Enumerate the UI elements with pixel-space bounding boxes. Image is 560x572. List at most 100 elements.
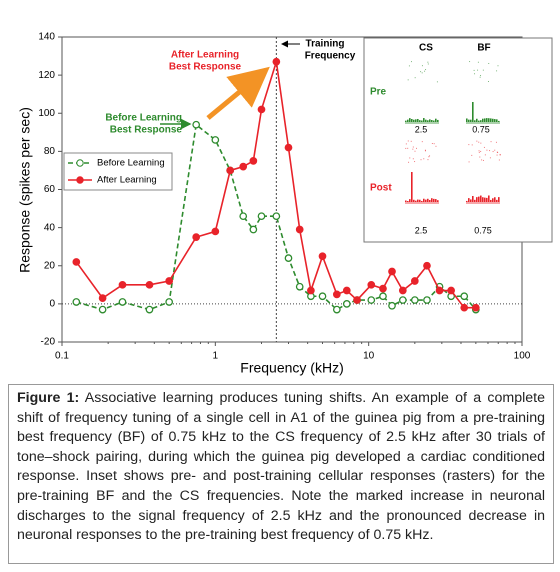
y-tick-label: 120 [38,70,55,81]
raster-bar [498,120,500,122]
data-point [332,305,341,314]
data-point [249,225,258,234]
raster-dot [412,158,414,160]
raster-bar [486,197,488,202]
raster-bar [488,195,490,202]
data-point [410,277,419,285]
raster-bar [472,196,474,202]
data-point [284,143,293,152]
data-point [353,296,361,304]
raster-dot [420,159,422,161]
inset-frame [363,37,553,243]
raster-bar [468,198,470,202]
raster-dot [474,73,476,75]
raster-dot [435,145,437,147]
raster-dot [482,159,484,161]
y-tick-label: 40 [44,222,56,233]
data-point [410,296,419,304]
y-tick-label: 80 [44,146,56,157]
annotation: Before Learning [105,113,182,124]
raster-dot [405,143,407,145]
raster-bar [478,120,480,122]
raster-bar [492,198,494,202]
data-point [295,225,304,234]
data-point [447,286,455,295]
raster-dot [471,154,473,156]
data-point [165,298,174,306]
raster-bar [417,199,419,202]
annotation: Training [306,39,345,50]
raster-dot [488,62,490,64]
inset-label: 2.5 [415,124,428,134]
data-point [211,136,220,144]
inset-label: 0.75 [472,124,490,134]
raster-bar [429,199,431,202]
raster-dot [486,149,488,151]
raster-dot [414,161,416,163]
raster-bar [415,119,417,122]
raster-dot [424,70,426,72]
raster-dot [489,150,491,152]
raster-dot [420,71,422,73]
y-axis-label: Response (spikes per sec) [17,107,33,273]
raster-dot [427,159,429,161]
raster-bar [405,120,407,122]
raster-dot [478,151,480,153]
data-point [318,252,327,261]
raster-bar [498,197,500,202]
raster-bar [415,200,417,202]
raster-dot [433,143,435,145]
data-point [460,303,469,312]
raster-bar [429,119,431,122]
raster-dot [482,69,484,71]
raster-dot [409,157,411,159]
series-line [76,123,477,311]
raster-dot [405,147,407,149]
inset-row: Post [370,183,392,194]
data-point [388,301,396,310]
raster-dot [480,150,482,152]
legend-label: After Learning [97,175,157,186]
data-point [307,286,315,295]
data-point [249,157,258,165]
raster-dot [414,150,416,152]
raster-dot [481,159,483,161]
inset-column: BF [477,43,490,54]
inset-column: CS [419,43,433,54]
raster-bar [423,198,425,202]
data-point [145,305,154,314]
annotation-arrow [206,66,270,120]
data-point [332,290,341,299]
data-point [118,298,127,306]
raster-dot [489,157,491,159]
raster-bar [419,199,421,202]
raster-dot [421,65,423,67]
data-point [342,300,351,308]
data-point [435,286,444,295]
data-point [379,292,387,301]
raster-bar [482,118,484,122]
data-point [257,212,266,221]
raster-dot [425,69,427,71]
raster-bar [474,199,476,202]
raster-dot [490,141,492,143]
data-point [284,254,293,262]
data-point [145,280,154,289]
y-tick-label: 100 [38,108,55,119]
annotation: After Learning [171,50,239,61]
raster-bar [480,195,482,202]
legend-label: Before Learning [97,158,165,169]
raster-bar [427,198,429,202]
y-tick-label: -20 [41,337,56,348]
raster-bar [411,172,413,202]
raster-bar [435,199,437,202]
raster-dot [499,153,501,155]
raster-dot [421,141,423,143]
raster-dot [431,143,433,145]
raster-bar [407,119,409,122]
raster-bar [411,119,413,122]
annotation: Frequency [305,51,356,62]
inset-row: Pre [370,87,387,98]
raster-bar [476,197,478,202]
